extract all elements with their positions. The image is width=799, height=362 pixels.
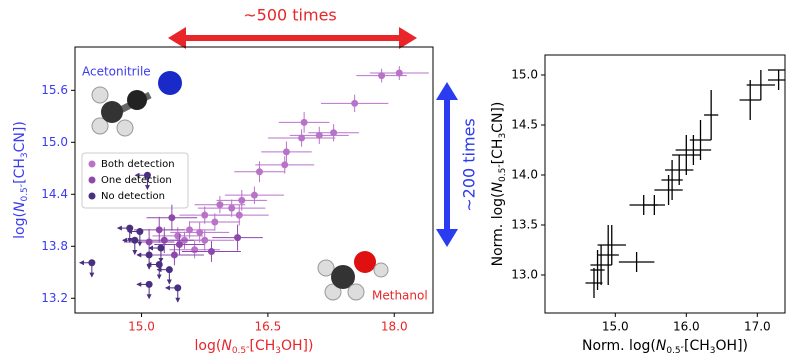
point — [174, 232, 181, 239]
point — [171, 251, 178, 258]
point — [378, 72, 385, 79]
axis-label-part: OH]) — [281, 338, 313, 354]
point — [168, 214, 175, 221]
x-axis-label: Norm. log(N0.5″[CH3OH]) — [582, 338, 748, 356]
axis-label-part: log( — [195, 338, 222, 354]
point — [176, 241, 183, 248]
axis-label-part: log( — [12, 212, 28, 239]
point — [216, 201, 223, 208]
point — [146, 251, 153, 258]
page: {"chart_data": [ {"type": "scatter", "xl… — [0, 0, 799, 362]
annotation: ~200 times — [460, 118, 479, 212]
axis-label-part: [CH — [684, 338, 710, 354]
x-tick-label: 16.0 — [673, 320, 700, 334]
point — [236, 212, 243, 219]
y-tick-label: 15.0 — [41, 135, 68, 149]
annotation: ~500 times — [243, 6, 337, 25]
point — [156, 261, 163, 268]
point — [208, 248, 215, 255]
point — [298, 134, 305, 141]
y-tick-label: 13.8 — [41, 239, 68, 253]
annotation: Acetonitrile — [82, 65, 151, 79]
point — [191, 246, 198, 253]
y-tick-label: 15.6 — [41, 83, 68, 97]
legend-marker — [89, 177, 96, 184]
figure: ~500 times ~200 times Acetonitrile Metha… — [0, 0, 799, 358]
y-tick-label: 13.0 — [511, 268, 538, 282]
axis-label-part: [CH — [12, 158, 28, 184]
point — [166, 266, 173, 273]
y-tick-label: 14.4 — [41, 187, 68, 201]
point — [136, 228, 143, 235]
legend-marker — [89, 193, 96, 200]
acetonitrile-icon — [92, 71, 182, 136]
arrow-500 — [168, 27, 417, 49]
axis-label-part: N — [221, 338, 232, 354]
x-tick-label: 16.5 — [255, 320, 282, 334]
y-tick-label: 15.0 — [511, 68, 538, 82]
annotation: Methanol — [372, 289, 428, 303]
point — [211, 219, 218, 226]
axis-label-part: 0.5″ — [666, 346, 684, 356]
axis-label-part: [CH — [250, 338, 276, 354]
y-axis-label: Norm. log(N0.5″[CH3CN]) — [490, 102, 508, 267]
axis-label-part: [CH — [490, 139, 506, 165]
point — [161, 237, 168, 244]
plot-frame — [545, 55, 785, 313]
legend-label: One detection — [101, 175, 172, 186]
point — [283, 148, 290, 155]
axis-label-part: CN]) — [490, 102, 506, 133]
axis-label-part: 0.5″ — [498, 164, 508, 182]
axis-label-part: N — [656, 338, 667, 354]
point — [146, 238, 153, 245]
point — [146, 281, 153, 288]
point — [126, 225, 133, 232]
axis-label-part: 0.5″ — [232, 346, 250, 356]
point — [228, 205, 235, 212]
point — [281, 161, 288, 168]
point — [131, 237, 138, 244]
axis-label-part: OH]) — [716, 338, 748, 354]
point — [238, 197, 245, 204]
axis-label-part: N — [12, 201, 28, 212]
x-tick-label: 18.0 — [381, 320, 408, 334]
point — [201, 237, 208, 244]
axis-label-part: 0.5″ — [20, 183, 30, 201]
x-tick-label: 17.0 — [744, 320, 771, 334]
legend-label: Both detection — [101, 159, 175, 170]
y-tick-label: 13.5 — [511, 218, 538, 232]
y-tick-label: 13.2 — [41, 291, 68, 305]
point — [251, 192, 258, 199]
axis-label-part: Norm. log( — [490, 192, 506, 266]
y-tick-label: 14.0 — [511, 168, 538, 182]
point — [174, 284, 181, 291]
point — [88, 259, 95, 266]
axis-label-part: Norm. log( — [582, 338, 656, 354]
legend-marker — [89, 161, 96, 168]
arrow-200 — [436, 82, 458, 247]
x-tick-label: 15.0 — [602, 320, 629, 334]
point — [201, 212, 208, 219]
y-tick-label: 14.5 — [511, 118, 538, 132]
y-axis-label: log(N0.5″[CH3CN]) — [12, 121, 30, 239]
axis-label-part: N — [490, 181, 506, 192]
plot-area — [585, 60, 799, 298]
point — [156, 226, 163, 233]
x-axis-label: log(N0.5″[CH3OH]) — [195, 338, 314, 356]
point — [256, 168, 263, 175]
point — [234, 234, 241, 241]
point — [351, 100, 358, 107]
point — [186, 226, 193, 233]
point — [301, 119, 308, 126]
axis-label-part: CN]) — [12, 121, 28, 152]
point — [157, 245, 164, 252]
x-tick-label: 15.0 — [128, 320, 155, 334]
legend-label: No detection — [101, 191, 165, 202]
